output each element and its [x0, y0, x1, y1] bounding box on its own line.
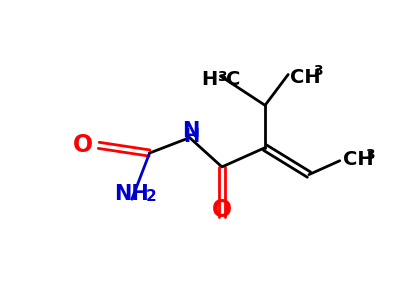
Text: N: N	[182, 121, 200, 141]
Text: C: C	[226, 70, 240, 89]
Text: CH: CH	[343, 150, 374, 169]
Text: 3: 3	[313, 64, 322, 78]
Text: H: H	[183, 127, 199, 146]
Text: O: O	[72, 133, 92, 157]
Text: H: H	[201, 70, 217, 89]
Text: NH: NH	[114, 184, 149, 204]
Text: CH: CH	[290, 68, 320, 87]
Text: 2: 2	[146, 189, 156, 204]
Text: O: O	[212, 198, 232, 222]
Text: 3: 3	[365, 148, 375, 162]
Text: 3: 3	[217, 70, 227, 84]
